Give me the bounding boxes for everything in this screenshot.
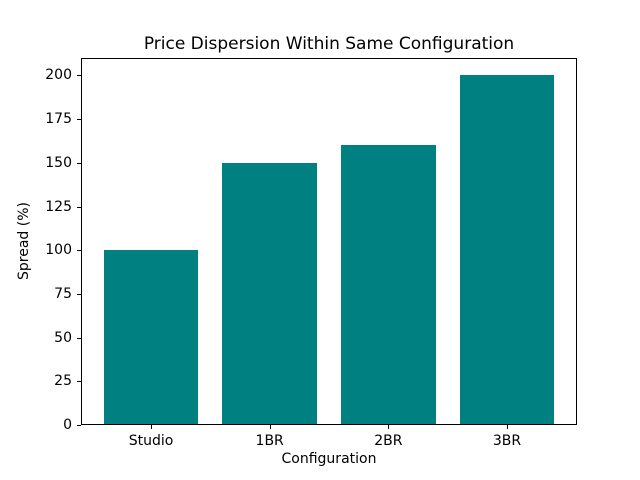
y-tick-label: 75 [54, 285, 72, 302]
y-tick-label: 200 [45, 67, 72, 84]
y-tick-label: 100 [45, 242, 72, 259]
x-tick-mark [269, 425, 271, 429]
y-tick-mark [77, 250, 81, 252]
y-tick-mark [77, 337, 81, 339]
y-tick-label: 25 [54, 373, 72, 390]
x-tick-label: 2BR [374, 433, 403, 449]
y-tick-label: 150 [45, 154, 72, 171]
bar-1br [222, 162, 318, 424]
x-tick-mark [151, 425, 152, 429]
y-tick-mark [77, 162, 81, 164]
y-tick-label: 50 [54, 329, 72, 346]
x-tick-label: 3BR [492, 433, 522, 449]
y-tick-label: 125 [45, 198, 72, 215]
y-tick-mark [77, 293, 81, 295]
bar-3br [459, 75, 555, 424]
chart-title: Price Dispersion Within Same Configurati… [143, 34, 515, 54]
y-tick-mark [77, 381, 81, 383]
x-tick-mark [506, 425, 508, 429]
x-tick-mark [388, 425, 390, 429]
y-tick-mark [77, 425, 81, 426]
plot-area [81, 58, 577, 425]
y-tick-label: 175 [45, 111, 72, 128]
bar-studio [103, 250, 199, 424]
y-tick-mark [77, 119, 81, 121]
x-tick-label: 1BR [255, 433, 284, 449]
bar-2br [340, 145, 436, 424]
x-axis-label: Configuration [281, 451, 377, 467]
y-tick-label: 0 [63, 417, 72, 433]
y-tick-mark [77, 206, 81, 208]
x-tick-label: Studio [128, 433, 174, 449]
y-tick-mark [77, 75, 81, 77]
